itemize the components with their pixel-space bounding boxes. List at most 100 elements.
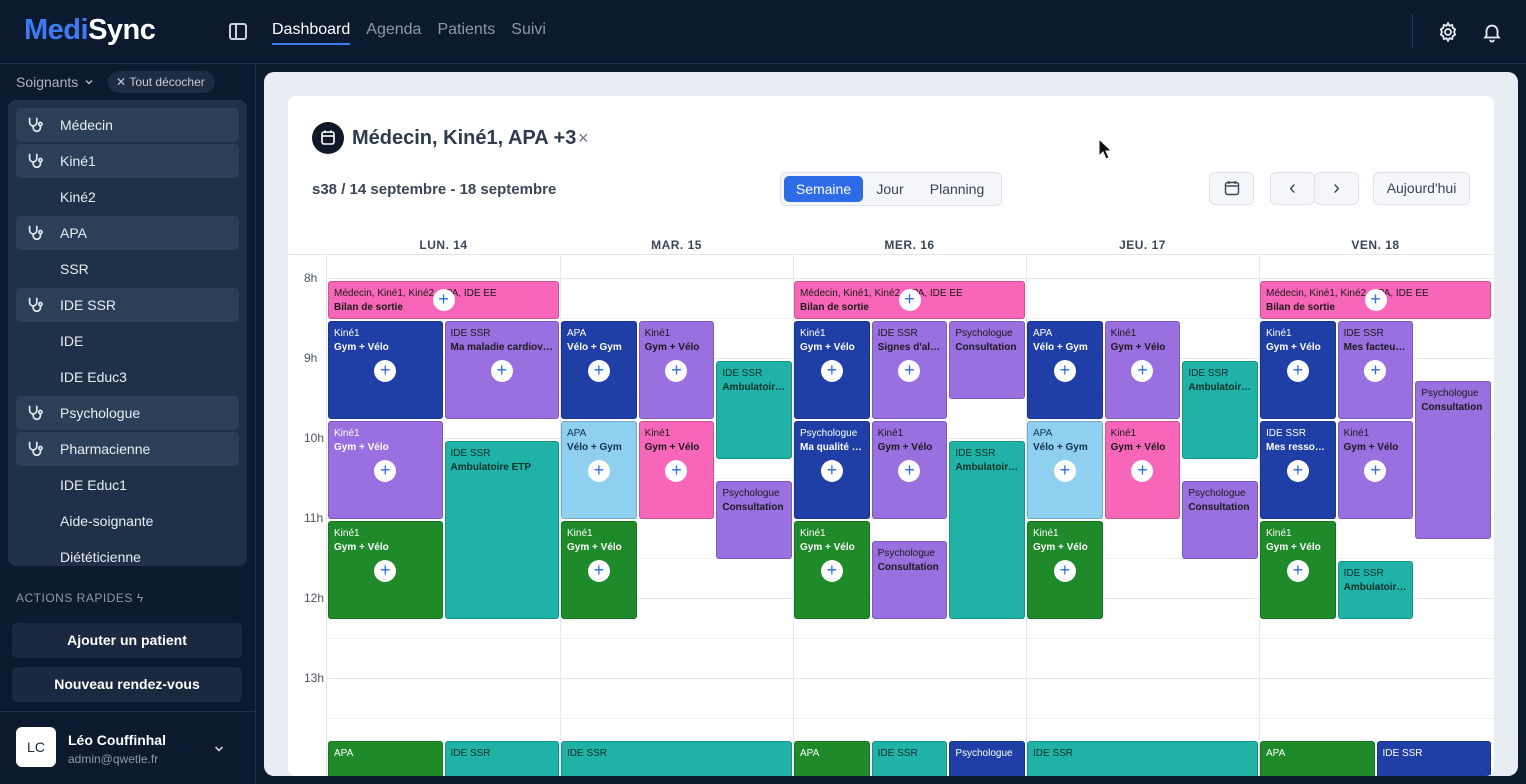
add-participant-icon[interactable]: + [374, 560, 397, 582]
add-participant-icon[interactable]: + [820, 560, 843, 582]
sidebar-item-pharmacienne[interactable]: Pharmacienne [16, 432, 239, 466]
calendar-event[interactable]: IDE SSR Ambulatoire ETP [1182, 361, 1258, 459]
calendar-event[interactable]: IDE SSR Ambulatoire ETP [716, 361, 792, 459]
sidebar-item-di-t-ticienne[interactable]: Diététicienne [16, 540, 239, 566]
calendar-event[interactable]: IDE SSR [871, 741, 948, 776]
view-week-button[interactable]: Semaine [784, 176, 863, 202]
add-participant-icon[interactable]: + [1053, 360, 1076, 382]
calendar-event[interactable]: IDE SSR Ma maladie cardiovasculaire + [444, 321, 559, 419]
next-week-button[interactable]: › [1314, 172, 1359, 205]
calendar-event[interactable]: Psychologue Consultation [716, 481, 792, 559]
calendar-event[interactable]: Kiné1 Gym + Vélo + [1260, 321, 1336, 419]
nav-tab-patients[interactable]: Patients [437, 21, 496, 38]
date-picker-button[interactable] [1209, 172, 1254, 205]
add-participant-icon[interactable]: + [490, 360, 513, 382]
calendar-event[interactable]: Psychologue Consultation [871, 541, 948, 619]
app-logo[interactable]: MediSync [24, 14, 156, 47]
add-participant-icon[interactable]: + [898, 360, 921, 382]
calendar-event[interactable]: APA Vélo + Gym + [1027, 421, 1103, 519]
sidebar-item-ide-educ3[interactable]: IDE Educ3 [16, 360, 239, 394]
calendar-event[interactable]: IDE SSR [444, 741, 559, 776]
calendar-event[interactable]: Psychologue Ma qualité de vie + [794, 421, 870, 519]
calendar-event[interactable]: Kiné1 Gym + Vélo + [638, 421, 715, 519]
add-participant-icon[interactable]: + [587, 460, 610, 482]
add-participant-icon[interactable]: + [587, 560, 610, 582]
sidebar-item-ssr[interactable]: SSR [16, 252, 239, 286]
add-participant-icon[interactable]: + [1364, 360, 1387, 382]
gear-icon[interactable] [1437, 21, 1459, 43]
add-participant-icon[interactable]: + [898, 460, 921, 482]
clear-all-chip[interactable]: ✕ Tout décocher [108, 71, 215, 93]
calendar-event[interactable]: IDE SSR Mes facteurs de risque + [1337, 321, 1414, 419]
previous-week-button[interactable]: ‹ [1270, 172, 1315, 205]
avatar[interactable]: LC [16, 727, 56, 767]
sidebar-item-kin-2[interactable]: Kiné2 [16, 180, 239, 214]
calendar-event[interactable]: IDE SSR [1027, 741, 1258, 776]
caregivers-dropdown[interactable]: Soignants [16, 74, 94, 90]
new-appointment-button[interactable]: Nouveau rendez-vous [12, 667, 242, 702]
calendar-event[interactable]: APA Vélo + Gym + [561, 321, 637, 419]
add-participant-icon[interactable]: + [1131, 360, 1154, 382]
view-day-button[interactable]: Jour [876, 181, 904, 197]
calendar-event[interactable]: Psychologue Consultation [949, 321, 1025, 399]
calendar-event[interactable]: APA [794, 741, 870, 776]
calendar-event[interactable]: Médecin, Kiné1, Kiné2, APA, IDE EE Bilan … [794, 281, 1025, 319]
add-participant-icon[interactable]: + [820, 460, 843, 482]
calendar-event[interactable]: IDE SSR Ambulatoire ETP [949, 441, 1025, 619]
calendar-event[interactable]: Psychologue Consultation [1182, 481, 1258, 559]
calendar-event[interactable]: Kiné1 Gym + Vélo + [1104, 421, 1181, 519]
calendar-event[interactable]: IDE SSR Signes d'alerte + [871, 321, 948, 419]
sidebar-item-m-decin[interactable]: Médecin [16, 108, 239, 142]
calendar-event[interactable]: IDE SSR [561, 741, 792, 776]
calendar-event[interactable]: Psychologue [949, 741, 1025, 776]
add-participant-icon[interactable]: + [665, 460, 688, 482]
calendar-event[interactable]: APA [328, 741, 443, 776]
calendar-event[interactable]: Médecin, Kiné1, Kiné2, APA, IDE EE Bilan … [1260, 281, 1491, 319]
calendar-event[interactable]: IDE SSR Ambulatoire ETP [444, 441, 559, 619]
add-participant-icon[interactable]: + [432, 289, 455, 311]
calendar-event[interactable]: Médecin, Kiné1, Kiné2, APA, IDE EE Bilan … [328, 281, 559, 319]
add-participant-icon[interactable]: + [1364, 460, 1387, 482]
sidebar-item-psychologue[interactable]: Psychologue [16, 396, 239, 430]
sidebar-item-ide-ssr[interactable]: IDE SSR [16, 288, 239, 322]
calendar-event[interactable]: Kiné1 Gym + Vélo + [328, 521, 443, 619]
view-planning-button[interactable]: Planning [929, 181, 985, 197]
calendar-event[interactable]: Kiné1 Gym + Vélo + [871, 421, 948, 519]
calendar-event[interactable]: Kiné1 Gym + Vélo + [1337, 421, 1414, 519]
calendar-event[interactable]: APA [1260, 741, 1375, 776]
sidebar-item-aide-soignante[interactable]: Aide-soignante [16, 504, 239, 538]
chevron-down-icon[interactable] [214, 744, 224, 754]
calendar-event[interactable]: Psychologue Consultation [1415, 381, 1491, 539]
calendar-event[interactable]: Kiné1 Gym + Vélo + [794, 521, 870, 619]
add-participant-icon[interactable]: + [1053, 460, 1076, 482]
calendar-event[interactable]: APA Vélo + Gym + [1027, 321, 1103, 419]
add-participant-icon[interactable]: + [1053, 560, 1076, 582]
nav-tab-dashboard[interactable]: Dashboard [272, 21, 351, 45]
add-participant-icon[interactable]: + [1364, 289, 1387, 311]
calendar-event[interactable]: Kiné1 Gym + Vélo + [638, 321, 715, 419]
sidebar-item-kin-1[interactable]: Kiné1 [16, 144, 239, 178]
sidebar-item-apa[interactable]: APA [16, 216, 239, 250]
calendar-event[interactable]: Kiné1 Gym + Vélo + [561, 521, 637, 619]
nav-tab-suivi[interactable]: Suivi [511, 21, 546, 38]
bell-icon[interactable] [1481, 21, 1503, 43]
calendar-event[interactable]: Kiné1 Gym + Vélo + [328, 421, 443, 519]
add-participant-icon[interactable]: + [374, 460, 397, 482]
calendar-event[interactable]: IDE SSR Ambulatoire ETP [1337, 561, 1414, 619]
calendar-event[interactable]: IDE SSR [1376, 741, 1491, 776]
today-button[interactable]: Aujourd'hui [1373, 172, 1470, 205]
sidebar-toggle-icon[interactable] [229, 23, 247, 40]
add-participant-icon[interactable]: + [1131, 460, 1154, 482]
add-participant-icon[interactable]: + [665, 360, 688, 382]
nav-tab-agenda[interactable]: Agenda [366, 21, 422, 38]
calendar-event[interactable]: Kiné1 Gym + Vélo + [328, 321, 443, 419]
calendar-event[interactable]: Kiné1 Gym + Vélo + [1260, 521, 1336, 619]
calendar-event[interactable]: Kiné1 Gym + Vélo + [1027, 521, 1103, 619]
add-patient-button[interactable]: Ajouter un patient [12, 623, 242, 658]
sidebar-item-ide-educ1[interactable]: IDE Educ1 [16, 468, 239, 502]
calendar-event[interactable]: IDE SSR Mes ressources + [1260, 421, 1336, 519]
sidebar-item-ide[interactable]: IDE [16, 324, 239, 358]
add-participant-icon[interactable]: + [1286, 560, 1309, 582]
add-participant-icon[interactable]: + [587, 360, 610, 382]
add-participant-icon[interactable]: + [1286, 360, 1309, 382]
